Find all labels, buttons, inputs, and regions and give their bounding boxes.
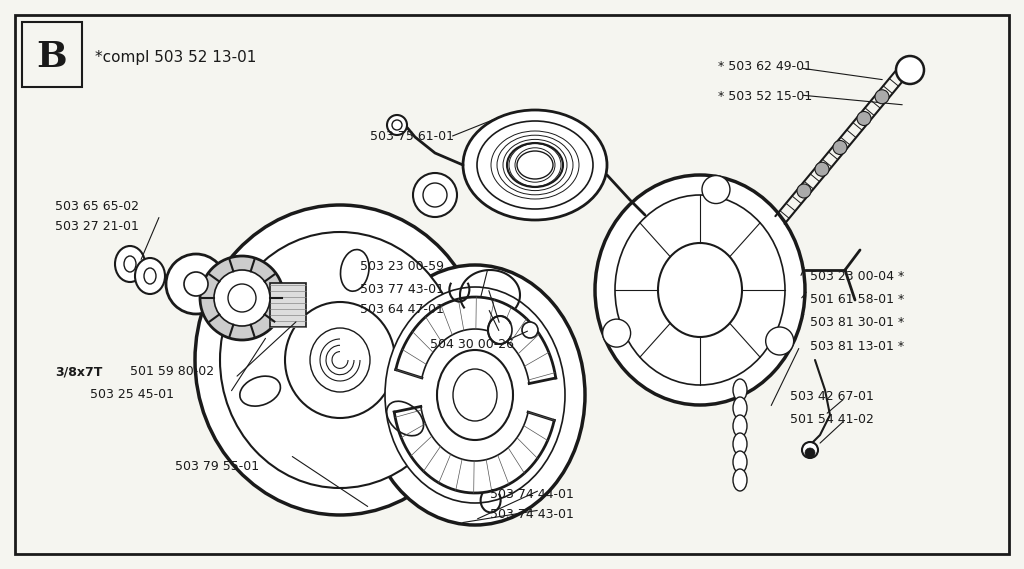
Text: 503 23 00-04 *: 503 23 00-04 * (810, 270, 904, 283)
Text: 503 81 13-01 *: 503 81 13-01 * (810, 340, 904, 353)
Ellipse shape (507, 143, 563, 187)
Ellipse shape (453, 369, 497, 421)
Ellipse shape (200, 256, 284, 340)
Ellipse shape (387, 115, 407, 135)
Ellipse shape (463, 110, 607, 220)
Ellipse shape (857, 112, 871, 126)
Text: 503 75 61-01: 503 75 61-01 (370, 130, 454, 143)
Ellipse shape (874, 90, 889, 104)
Ellipse shape (766, 327, 794, 355)
Ellipse shape (166, 254, 226, 314)
Bar (270, 283, 306, 327)
Ellipse shape (135, 258, 165, 294)
Ellipse shape (702, 176, 730, 204)
Text: 503 77 43-01: 503 77 43-01 (360, 283, 444, 296)
Text: 503 65 65-02: 503 65 65-02 (55, 200, 139, 213)
Ellipse shape (437, 350, 513, 440)
Ellipse shape (797, 184, 811, 198)
Ellipse shape (310, 328, 370, 392)
Text: 503 74 43-01: 503 74 43-01 (490, 508, 573, 521)
Text: 504 30 00-26: 504 30 00-26 (430, 338, 514, 351)
Ellipse shape (733, 397, 746, 419)
Ellipse shape (413, 173, 457, 217)
Ellipse shape (805, 448, 815, 458)
Text: 503 79 55-01: 503 79 55-01 (175, 460, 259, 473)
Ellipse shape (392, 120, 402, 130)
Ellipse shape (423, 183, 447, 207)
Text: 503 27 21-01: 503 27 21-01 (55, 220, 139, 233)
Ellipse shape (365, 265, 585, 525)
Text: *compl 503 52 13-01: *compl 503 52 13-01 (95, 50, 256, 64)
Ellipse shape (144, 268, 156, 284)
Ellipse shape (733, 379, 746, 401)
Ellipse shape (214, 270, 270, 326)
Ellipse shape (517, 151, 553, 179)
Ellipse shape (815, 162, 829, 176)
Ellipse shape (833, 141, 847, 155)
Text: 503 23 00-59: 503 23 00-59 (360, 260, 444, 273)
Text: 501 59 80-02: 501 59 80-02 (130, 365, 214, 378)
Text: 501 54 41-02: 501 54 41-02 (790, 413, 873, 426)
Ellipse shape (385, 287, 565, 503)
Ellipse shape (285, 302, 395, 418)
Ellipse shape (184, 272, 208, 296)
Ellipse shape (658, 243, 742, 337)
Ellipse shape (228, 284, 256, 312)
Ellipse shape (733, 415, 746, 437)
Ellipse shape (477, 121, 593, 209)
Text: * 503 52 15-01: * 503 52 15-01 (718, 90, 812, 103)
Ellipse shape (733, 451, 746, 473)
Text: 503 25 45-01: 503 25 45-01 (90, 388, 174, 401)
Ellipse shape (896, 56, 924, 84)
Text: 3/8x7T: 3/8x7T (55, 365, 102, 378)
Ellipse shape (124, 256, 136, 272)
Text: 503 64 47-01: 503 64 47-01 (360, 303, 443, 316)
Text: 501 61 58-01 *: 501 61 58-01 * (810, 293, 904, 306)
Ellipse shape (733, 469, 746, 491)
Ellipse shape (615, 195, 785, 385)
Ellipse shape (802, 442, 818, 458)
Ellipse shape (115, 246, 145, 282)
Ellipse shape (602, 319, 631, 347)
Text: * 503 62 49-01: * 503 62 49-01 (718, 60, 812, 73)
Ellipse shape (595, 175, 805, 405)
Text: 503 42 67-01: 503 42 67-01 (790, 390, 873, 403)
Ellipse shape (733, 433, 746, 455)
Ellipse shape (522, 322, 538, 338)
Ellipse shape (220, 232, 460, 488)
Text: B: B (37, 40, 68, 74)
Text: 503 81 30-01 *: 503 81 30-01 * (810, 316, 904, 329)
Ellipse shape (195, 205, 485, 515)
Text: 503 74 44-01: 503 74 44-01 (490, 488, 573, 501)
Ellipse shape (488, 316, 512, 344)
